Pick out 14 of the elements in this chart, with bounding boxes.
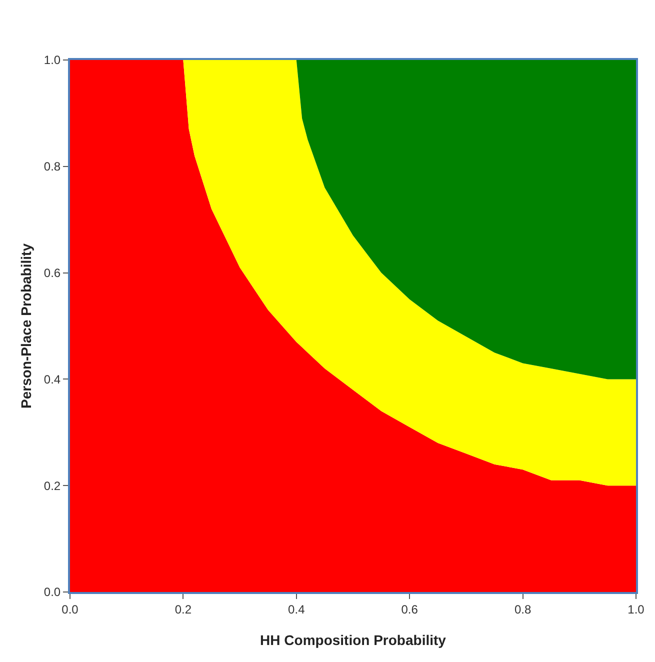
y-tick-label: 1.0 bbox=[44, 53, 61, 68]
y-tick-label: 0.8 bbox=[44, 160, 61, 174]
x-tick-label: 0.8 bbox=[514, 602, 532, 616]
x-tick-label: 0.6 bbox=[401, 602, 418, 616]
x-tick-label: 0.4 bbox=[288, 602, 306, 616]
x-axis-title: HH Composition Probability bbox=[260, 632, 446, 648]
x-tick-label: 1.0 bbox=[628, 602, 645, 616]
x-tick-label: 0.2 bbox=[174, 602, 192, 616]
y-tick-label: 0.0 bbox=[44, 585, 61, 600]
y-tick-label: 0.6 bbox=[44, 266, 61, 280]
x-tick-label: 0.0 bbox=[62, 602, 79, 616]
y-tick-label: 0.2 bbox=[44, 478, 61, 493]
y-tick-label: 0.4 bbox=[44, 372, 61, 386]
y-axis-title: Person-Place Probability bbox=[18, 243, 34, 408]
